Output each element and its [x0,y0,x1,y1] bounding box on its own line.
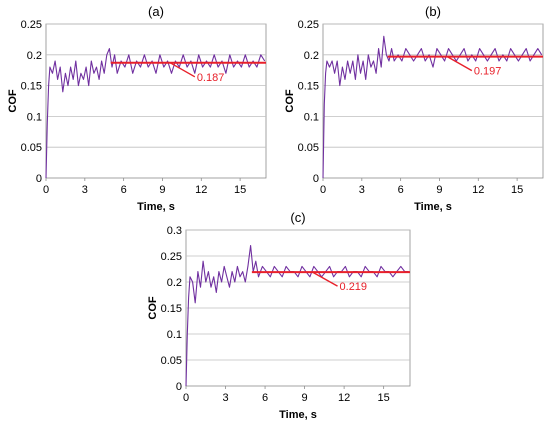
x-axis-label: Time, s [279,409,317,421]
y-tick-label: 0.15 [21,81,42,93]
chart-panel-c: 0 0.05 0.1 0.15 0.2 0.25 0.3 0 3 6 9 12 15 Time, s COF… [147,210,411,421]
x-axis-label: Time, s [414,201,452,213]
y-tick-label: 0 [313,173,319,185]
mean-leader-line [312,271,338,287]
x-tick-label: 12 [338,392,350,404]
y-tick-label: 0.3 [167,225,182,237]
y-tick-label: 0.25 [298,19,319,31]
chart-panel-a: 0 0.05 0.1 0.15 0.2 0.25 0 3 6 9 12 15 Time, s COF (a)… [7,4,267,213]
cof-series-line [185,245,409,387]
x-tick-label: 3 [82,184,88,196]
x-tick-label: 0 [43,184,49,196]
y-tick-label: 0.1 [27,111,42,123]
y-tick-label: 0.05 [21,142,42,154]
mean-value-label: 0.219 [340,281,368,293]
x-tick-label: 9 [436,184,442,196]
panel-label: (c) [290,210,305,225]
y-tick-label: 0.15 [161,303,182,315]
mean-leader-line [446,56,473,72]
y-tick-label: 0.05 [161,355,182,367]
mean-value-label: 0.187 [197,72,225,84]
y-tick-label: 0.25 [21,19,42,31]
x-tick-label: 12 [195,184,207,196]
mean-leader-line [169,62,196,78]
y-tick-label: 0.2 [27,50,42,62]
y-tick-label: 0.2 [167,277,182,289]
y-tick-label: 0 [36,173,42,185]
y-tick-label: 0 [176,381,182,393]
y-tick-label: 0.25 [161,251,182,263]
panel-label: (a) [148,4,164,19]
chart-panel-b: 0 0.05 0.1 0.15 0.2 0.25 0 3 6 9 12 15 Time, s COF (b)… [284,4,544,213]
plot-area [45,23,267,179]
x-tick-label: 15 [511,184,523,196]
y-axis-label: COF [147,296,159,320]
y-axis-label: COF [7,89,19,113]
x-tick-label: 3 [359,184,365,196]
mean-value-label: 0.197 [474,66,502,78]
x-tick-label: 9 [159,184,165,196]
y-tick-label: 0.15 [298,81,319,93]
x-tick-label: 6 [121,184,127,196]
x-axis-label: Time, s [137,201,175,213]
x-tick-label: 0 [320,184,326,196]
x-tick-label: 12 [472,184,484,196]
x-tick-label: 0 [183,392,189,404]
x-tick-label: 6 [262,392,268,404]
y-tick-label: 0.2 [304,50,319,62]
x-tick-label: 3 [222,392,228,404]
x-tick-label: 6 [398,184,404,196]
y-tick-label: 0.05 [298,142,319,154]
y-tick-label: 0.1 [304,111,319,123]
plot-area [322,23,544,179]
x-tick-label: 15 [234,184,246,196]
cof-series-line [322,35,543,179]
panel-label: (b) [425,4,441,19]
x-tick-label: 9 [302,392,308,404]
y-axis-label: COF [284,89,296,113]
y-tick-label: 0.1 [167,329,182,341]
x-tick-label: 15 [378,392,390,404]
